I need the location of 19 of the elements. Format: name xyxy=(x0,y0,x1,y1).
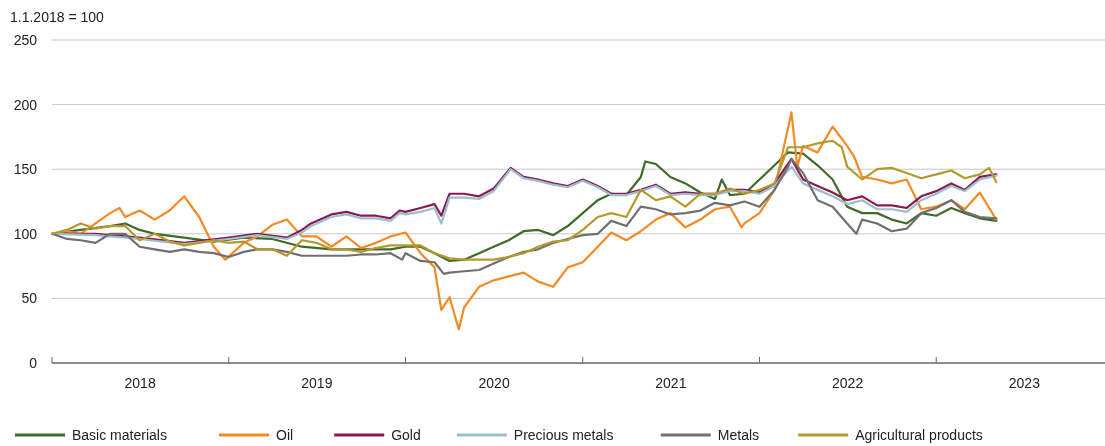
legend-label: Agricultural products xyxy=(855,426,983,443)
legend-label: Basic materials xyxy=(72,426,167,443)
y-tick-label: 50 xyxy=(21,290,38,307)
x-tick-label: 2018 xyxy=(124,375,156,391)
y-tick-label: 0 xyxy=(29,354,38,371)
x-tick-label: 2022 xyxy=(832,375,864,391)
x-tick-label: 2021 xyxy=(655,375,687,391)
x-tick-label: 2023 xyxy=(1008,375,1041,391)
x-tick-label: 2019 xyxy=(301,375,333,391)
y-tick-label: 150 xyxy=(13,161,38,178)
y-tick-label: 200 xyxy=(13,96,38,113)
legend-label: Metals xyxy=(717,426,760,443)
y-axis-title: 1.1.2018 = 100 xyxy=(10,9,105,25)
y-tick-label: 250 xyxy=(13,31,38,48)
y-tick-label: 100 xyxy=(13,225,38,242)
legend-label: Oil xyxy=(276,426,294,443)
x-tick-label: 2020 xyxy=(478,375,510,391)
legend-label: Gold xyxy=(391,426,421,443)
legend-label: Precious metals xyxy=(513,426,614,443)
